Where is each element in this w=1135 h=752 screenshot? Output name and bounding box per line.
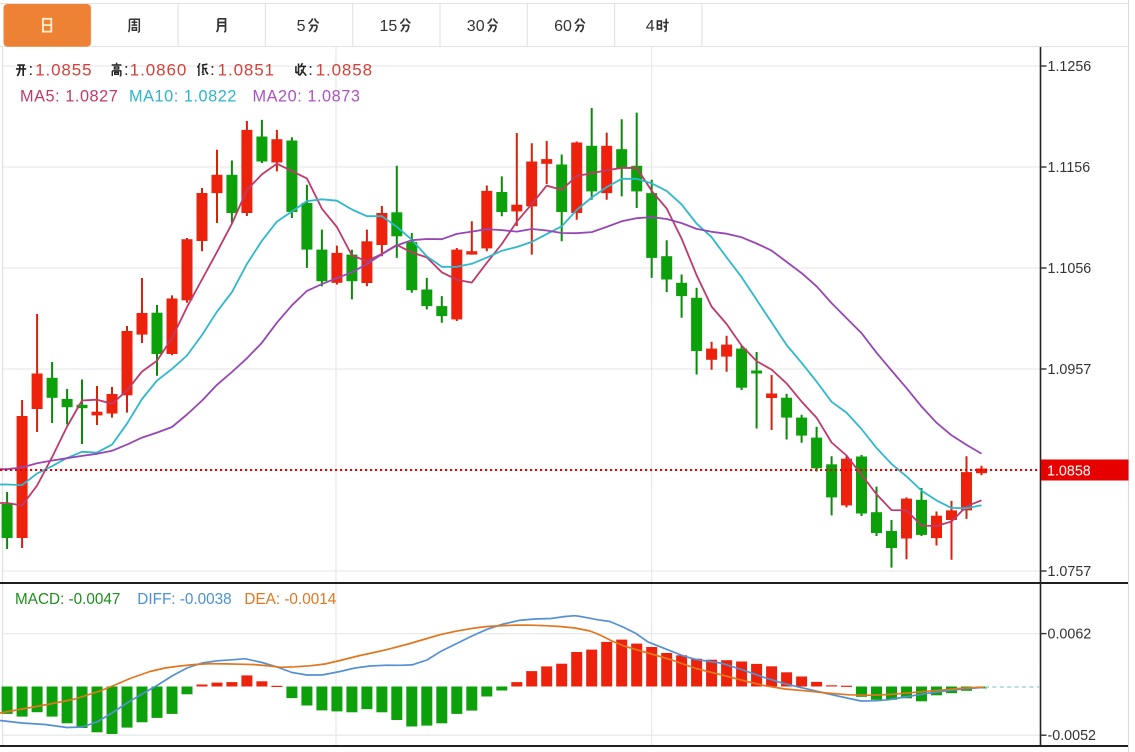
svg-text:-0.0052: -0.0052 (1048, 728, 1097, 744)
svg-text::: : (124, 61, 129, 79)
svg-text:1.0757: 1.0757 (1048, 564, 1092, 580)
svg-text:MA10: 1.0822: MA10: 1.0822 (129, 88, 237, 106)
svg-text:1.0858: 1.0858 (1047, 463, 1091, 479)
svg-text:1.0855: 1.0855 (35, 60, 92, 79)
svg-text::: : (29, 61, 34, 79)
svg-text:5: 5 (297, 18, 306, 35)
svg-text::: : (210, 61, 215, 79)
svg-text:MA5: 1.0827: MA5: 1.0827 (20, 88, 118, 106)
svg-text:4: 4 (646, 18, 655, 35)
svg-text:DIFF: -0.0038: DIFF: -0.0038 (137, 591, 231, 608)
svg-text:1.0858: 1.0858 (316, 60, 373, 79)
svg-text:15: 15 (380, 18, 398, 35)
svg-text:60: 60 (554, 18, 572, 35)
svg-text:1.0851: 1.0851 (218, 60, 275, 79)
svg-text:MA20: 1.0873: MA20: 1.0873 (253, 88, 361, 106)
svg-text:MACD: -0.0047: MACD: -0.0047 (15, 591, 120, 608)
svg-text:1.0957: 1.0957 (1048, 362, 1092, 378)
svg-text:1.1156: 1.1156 (1048, 160, 1091, 176)
svg-text:0.0062: 0.0062 (1048, 627, 1092, 643)
svg-text:1.1056: 1.1056 (1048, 261, 1092, 277)
svg-text:DEA: -0.0014: DEA: -0.0014 (244, 591, 336, 608)
svg-text:30: 30 (467, 18, 485, 35)
svg-text:1.0860: 1.0860 (130, 60, 187, 79)
svg-text::: : (308, 61, 313, 79)
svg-text:1.1256: 1.1256 (1048, 59, 1092, 75)
